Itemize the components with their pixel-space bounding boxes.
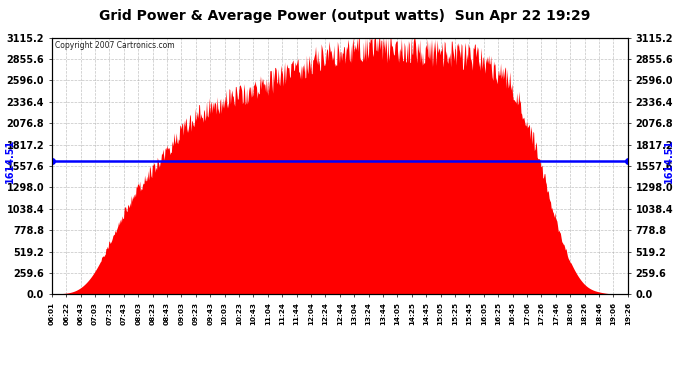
Text: Copyright 2007 Cartronics.com: Copyright 2007 Cartronics.com [55,41,175,50]
Text: Grid Power & Average Power (output watts)  Sun Apr 22 19:29: Grid Power & Average Power (output watts… [99,9,591,23]
Text: 1614.51: 1614.51 [6,139,15,183]
Text: 1614.51: 1614.51 [664,139,674,183]
